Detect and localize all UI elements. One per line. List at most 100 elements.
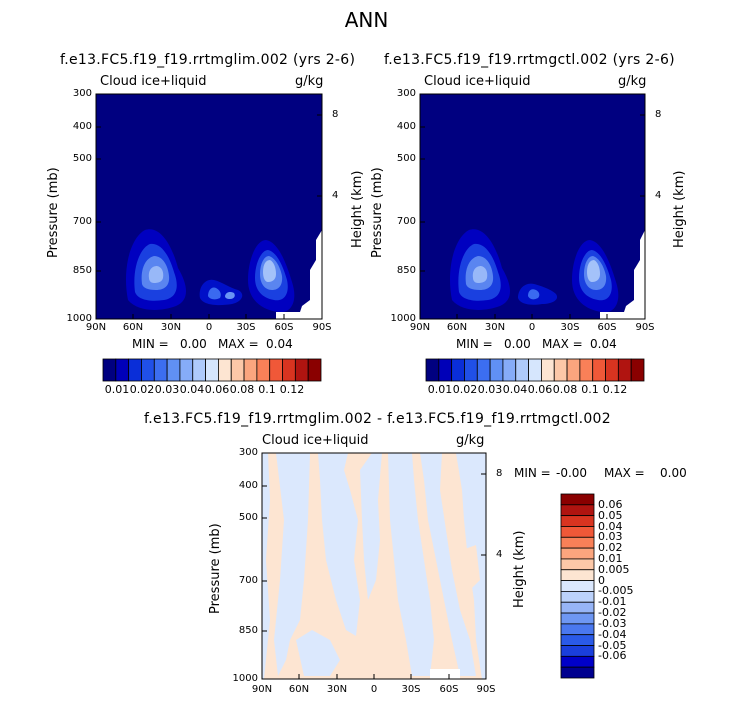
panel3-field-label: Cloud ice+liquid [262,433,369,448]
panel2-title: f.e13.FC5.f19_f19.rrtmgctl.002 (yrs 2-6) [384,52,675,68]
p1-blob-mid-l3 [225,292,235,299]
p2-cbar-swatch-0 [425,358,440,382]
p1-cbar-swatch-11 [243,358,258,382]
p3-xtick-60n: 60N [288,684,310,695]
p2-cbar-swatch-3 [464,358,478,382]
p3-y2tick-8: 8 [496,468,503,479]
p2-cbar-label-0: 0.01 [427,383,453,396]
p1-cbar-swatch-15 [294,358,309,382]
p3-cbar-label-4: 0.02 [598,541,623,555]
p3-cbar-swatch-9 [560,591,595,603]
panel1-colorbar [102,358,322,382]
p1-xtick-90s: 90S [312,322,332,333]
p1-cbar-swatch-6 [179,358,194,382]
p2-max-label: MAX = [542,337,583,351]
p2-ytick-500: 500 [396,153,416,164]
p1-ytick-300: 300 [72,88,92,99]
p2-xtick-30n: 30N [484,322,506,333]
p2-y2tick-4: 4 [655,190,662,201]
p1-cbar-label-2: 0.03 [154,383,180,396]
p2-ylabel: Pressure (mb) [370,167,385,258]
p1-cbar-label-6: 0.1 [258,383,276,396]
p1-blob-left-l4 [148,266,164,283]
p3-y2label: Height (km) [512,530,527,608]
panel3-units: g/kg [456,433,485,448]
p2-ytick-300: 300 [396,88,416,99]
p3-neg-region-1 [274,453,310,676]
p3-min-value: -0.00 [556,466,588,480]
p1-ytick-850: 850 [72,265,92,276]
panel2-ticks [419,114,646,319]
p3-ytick-300: 300 [238,447,258,458]
p1-cbar-label-1: 0.02 [129,383,155,396]
p1-ytick-500: 500 [72,153,92,164]
p1-cbar-label-4: 0.06 [204,383,230,396]
p2-cbar-label-1: 0.02 [452,383,478,396]
p3-cbar-swatch-1 [560,504,595,517]
p3-xtick-30s: 30S [401,684,421,695]
p2-xtick-90s: 90S [635,322,655,333]
p1-terrain-mask [276,230,322,319]
p3-cbar-label-3: 0.03 [598,530,623,544]
p2-ytick-400: 400 [396,121,416,132]
p3-cbar-swatch-11 [560,612,595,625]
p3-xtick-0: 0 [370,684,378,695]
p3-max-label: MAX = [604,466,645,480]
p2-cbar-swatch-8 [528,358,542,382]
p3-xtick-90n: 90N [251,684,273,695]
p2-ytick-850: 850 [396,265,416,276]
p3-ylabel: Pressure (mb) [208,523,223,614]
p1-cbar-swatch-4 [153,358,168,382]
p2-blob-mid-l2 [528,289,540,300]
p3-xtick-30n: 30N [326,684,348,695]
p3-xtick-60s: 60S [439,684,459,695]
p2-max-value: 0.04 [590,337,617,351]
p1-y2tick-8: 8 [332,109,339,120]
panel2-colorbar [425,358,645,382]
p2-cbar-swatch-4 [476,358,491,382]
p3-cbar-label-0: 0.06 [598,497,623,511]
p1-y2label: Height (km) [350,170,365,248]
p3-ytick-1000: 1000 [232,673,258,684]
p3-cbar-swatch-16 [560,666,595,679]
p1-cbar-label-7: 0.12 [279,383,305,396]
panel1-plot-area [95,93,323,320]
panel1-field-label: Cloud ice+liquid [100,74,207,89]
p1-blob-right-l4 [263,260,276,282]
panel2-plot-area [419,93,646,320]
p1-ytick-1000: 1000 [66,313,92,324]
p1-ytick-400: 400 [72,121,92,132]
panel1-contours [125,229,322,319]
p3-cbar-swatch-7 [560,569,595,581]
p3-cbar-swatch-12 [560,623,595,636]
p2-xtick-30s: 30S [560,322,580,333]
p3-cbar-label-14: -0.06 [598,649,627,663]
p3-cbar-label-11: -0.03 [598,616,627,630]
p1-cbar-swatch-12 [256,358,271,382]
p1-xtick-60s: 60S [274,322,294,333]
p3-cbar-swatch-15 [560,655,595,668]
panel3-colorbar [560,493,595,679]
p2-cbar-swatch-9 [541,358,555,382]
p1-cbar-swatch-3 [141,358,155,382]
p2-cbar-swatch-16 [630,358,645,382]
p2-cbar-label-6: 0.1 [581,383,599,396]
p3-xtick-90s: 90S [476,684,496,695]
p3-y2tick-4: 4 [496,549,503,560]
p1-cbar-swatch-14 [282,358,296,382]
p2-cbar-label-4: 0.06 [527,383,553,396]
p1-cbar-label-5: 0.08 [229,383,255,396]
p1-xtick-90n: 90N [85,322,107,333]
p1-min-value: 0.00 [180,337,207,351]
panel3-plot-area [261,452,487,680]
p2-cbar-swatch-2 [451,358,465,382]
figure-title: ANN [344,8,389,32]
p1-cbar-swatch-13 [269,358,283,382]
p2-cbar-swatch-15 [617,358,632,382]
p2-min-value: 0.00 [504,337,531,351]
p3-cbar-label-12: -0.04 [598,627,627,641]
panel3-ticks [261,473,487,679]
p2-cbar-label-3: 0.04 [502,383,528,396]
p3-cbar-swatch-4 [560,536,595,549]
